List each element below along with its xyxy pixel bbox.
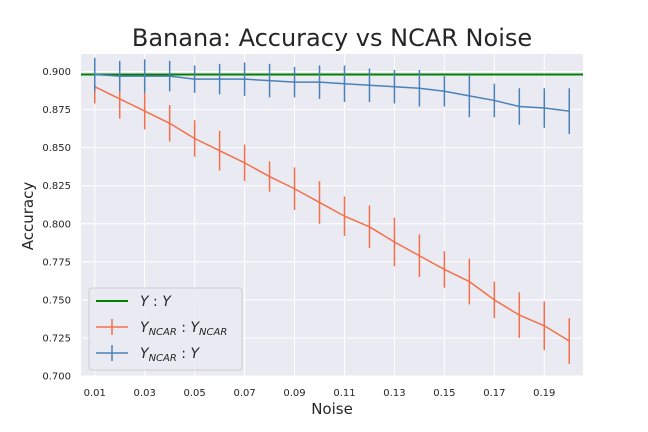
x-tick-label-1: 0.03	[134, 388, 156, 399]
grid	[81, 54, 583, 377]
legend-entry-reference: Y : Y	[96, 294, 172, 310]
y-axis-title: Accuracy	[19, 182, 37, 251]
y-tick-label-7: 0.875	[42, 105, 71, 116]
y-tick-label-1: 0.725	[42, 333, 71, 344]
y-tick-labels: 0.700 0.725 0.750 0.775 0.800 0.825 0.850 0.875…	[42, 67, 71, 382]
chart-title: Banana: Accuracy vs NCAR Noise	[132, 24, 532, 52]
y-tick-label-0: 0.700	[42, 372, 71, 383]
x-tick-label-3: 0.07	[233, 388, 255, 399]
x-tick-label-5: 0.11	[333, 388, 355, 399]
x-tick-label-0: 0.01	[84, 388, 106, 399]
series-2-line	[94, 73, 570, 112]
legend-label-series-2: YNCAR : Y	[140, 346, 200, 364]
y-tick-label-4: 0.800	[42, 219, 71, 230]
legend-entry-series-2: YNCAR : Y	[96, 345, 200, 364]
legend-label-series-1: YNCAR : YNCAR	[140, 320, 227, 338]
y-tick-label-2: 0.750	[42, 295, 71, 306]
y-tick-label-3: 0.775	[42, 257, 71, 268]
x-tick-labels: 0.01 0.03 0.05 0.07 0.09 0.11 0.13 0.15 0.17 0.19	[84, 388, 556, 399]
series-1	[93, 69, 571, 364]
x-tick-label-2: 0.05	[184, 388, 206, 399]
legend-frame	[88, 287, 243, 371]
series-1-line	[94, 86, 570, 342]
legend-entry-series-1: YNCAR : YNCAR	[96, 319, 227, 338]
y-tick-label-8: 0.900	[42, 67, 71, 78]
x-tick-label-8: 0.17	[483, 388, 505, 399]
series-layer	[93, 57, 571, 364]
x-tick-label-4: 0.09	[283, 388, 305, 399]
legend-label-reference: Y : Y	[140, 294, 172, 310]
legend: Y : Y YNCAR : YNCAR YNCAR : Y	[88, 287, 243, 371]
x-tick-label-9: 0.19	[533, 388, 555, 399]
x-tick-label-6: 0.13	[383, 388, 405, 399]
x-axis-title: Noise	[311, 400, 353, 418]
y-tick-label-6: 0.850	[42, 143, 71, 154]
series-2	[93, 57, 571, 134]
x-tick-label-7: 0.15	[433, 388, 455, 399]
y-tick-label-5: 0.825	[42, 181, 71, 192]
